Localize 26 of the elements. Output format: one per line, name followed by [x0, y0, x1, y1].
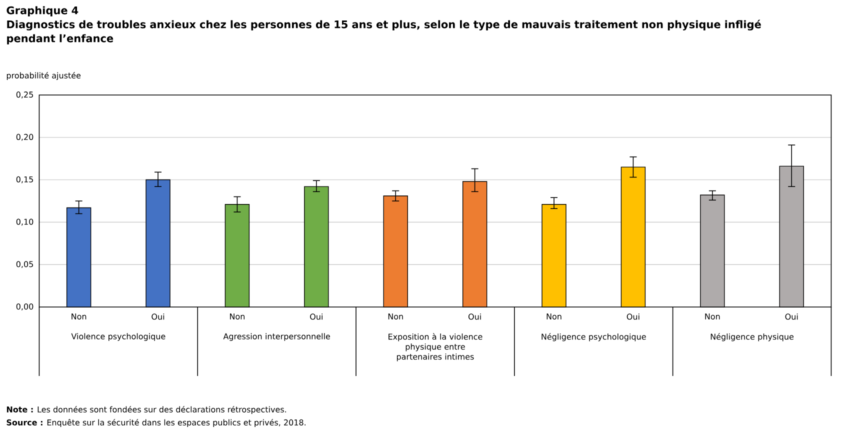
x-tick-label: Oui [785, 314, 798, 320]
x-tick-label: Oui [310, 314, 322, 320]
x-tick-label: Non [230, 313, 245, 320]
x-tick-label: Oui [468, 314, 481, 320]
x-tick-label: Non [388, 313, 403, 320]
y-axis-title: probabilité ajustée [6, 72, 81, 80]
text: Agression interpersonnelle [223, 333, 330, 341]
chart-subtitle: Diagnostics de troubles anxieux chez les personnes de 15 ans et plus, selon le type de mauvais traitement non physique infligé pendant l’enfance [7, 20, 761, 44]
y-tick-label: 0,00 [16, 304, 34, 310]
x-tick-label: Oui [626, 314, 640, 320]
x-tick-label: Non [72, 313, 86, 320]
text: Source : Enquête sur la sécurité dans les espaces publics et privés, 2018. [6, 418, 306, 428]
x-tick-label: Non [546, 313, 562, 320]
x-tick-label: Oui [152, 314, 164, 320]
text: Négligence psychologique [542, 333, 646, 342]
y-tick-label: 0,20 [16, 134, 34, 141]
text: Note : Les données sont fondées sur des déclarations rétrospectives. [6, 406, 286, 414]
y-tick-label: 0,25 [16, 92, 33, 98]
x-tick-label: Non [705, 313, 720, 320]
text: Exposition à la violence physique entre partenaires intimes [388, 333, 482, 362]
y-tick-label: 0,15 [16, 176, 33, 184]
y-tick-label: 0,10 [16, 218, 34, 226]
text: Négligence physique [710, 333, 794, 342]
chart-title: Graphique 4 [6, 6, 78, 16]
y-tick-label: 0,05 [16, 261, 33, 268]
text: Violence psychologique [71, 333, 166, 341]
